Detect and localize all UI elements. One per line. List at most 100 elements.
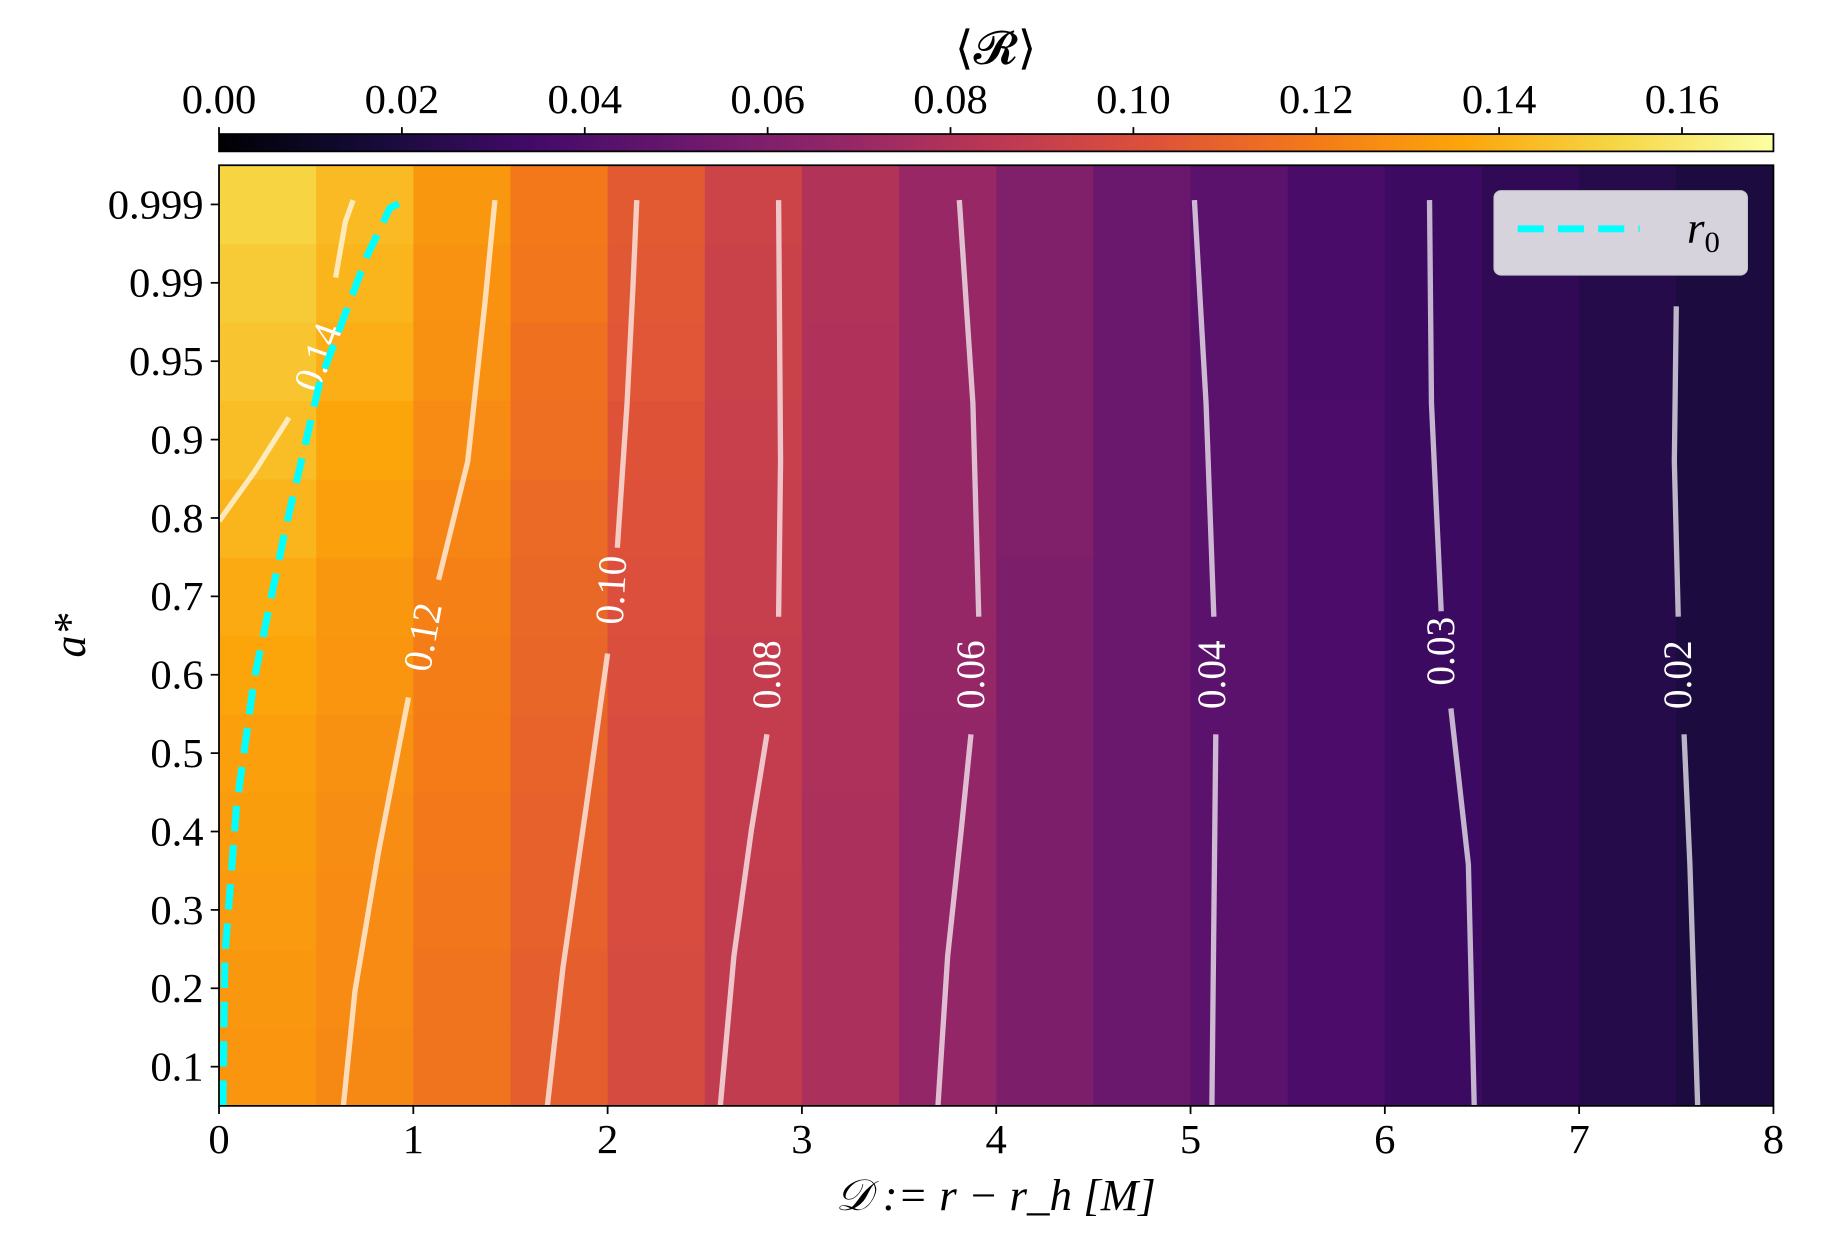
heatmap-cell [801,243,900,323]
heatmap-cell [510,165,609,245]
heatmap-cell [1481,713,1580,794]
heatmap-cell [704,165,803,245]
x-tick-label: 2 [597,1117,618,1163]
x-tick-label: 3 [791,1117,812,1163]
heatmap-cell [219,1027,317,1106]
heatmap-cell [607,635,706,715]
heatmap-cell [510,322,609,402]
colorbar-tick-label: 0.04 [547,77,622,123]
colorbar-tick-label: 0.06 [730,77,805,123]
heatmap-cell [704,635,803,715]
heatmap-cell [413,400,512,480]
heatmap-cell [1190,557,1289,637]
heatmap-cell [1384,1027,1483,1106]
heatmap-cell [899,243,997,323]
heatmap-cell [607,165,706,245]
heatmap-cell [801,557,900,637]
heatmap-cell [219,949,317,1029]
heatmap-cell [801,1027,900,1106]
colorbar-ticks: 0.00 0.02 0.04 0.06 0.08 0.10 0.12 0.14 0.16 [182,77,1719,135]
heatmap-cell [1579,792,1677,872]
y-axis-label: a* [45,613,96,658]
heatmap-cell [704,557,803,637]
legend-box [1493,190,1748,276]
heatmap-cell [607,870,706,950]
contour-label: 0.02 [1656,640,1701,709]
contour-line [1448,708,1477,1106]
heatmap-cell [1676,713,1774,794]
heatmap-cell [996,792,1095,872]
contour-line [614,199,640,548]
heatmap-cell [510,557,609,637]
heatmap-cell [413,243,512,323]
heatmap-cell [316,400,415,480]
contour-line [717,733,770,1106]
heatmap-cell [1093,165,1192,245]
heatmap-cell [1676,322,1774,402]
contour-line [956,199,982,617]
contour-label: 0.06 [949,640,994,709]
colorbar-tick-label: 0.14 [1462,77,1537,123]
heatmap-cell [607,949,706,1029]
heatmap-cell [1481,792,1580,872]
heatmap-cell [1093,322,1192,402]
heatmap-cell [413,949,512,1029]
heatmap-cell [1481,478,1580,558]
heatmap-cell [1190,1027,1289,1106]
x-axis-ticks: 0 1 2 3 4 5 6 7 8 [208,1105,1784,1163]
heatmap-cell [413,792,512,872]
heatmap-cell [1676,1027,1774,1106]
y-tick-label: 0.999 [108,182,204,228]
x-tick-label: 5 [1180,1117,1201,1163]
x-tick-label: 7 [1568,1117,1589,1163]
heatmap-cell [1676,478,1774,558]
heatmap-cell [413,635,512,715]
heatmap-cell [219,165,317,245]
heatmap-cell [1579,400,1677,480]
heatmap-cell [801,870,900,950]
r0-curve [219,197,408,1106]
heatmap-cell [219,243,317,323]
heatmap-cell [1093,1027,1192,1106]
x-tick-label: 6 [1374,1117,1395,1163]
contour-line [544,653,611,1106]
heatmap-cell [1287,870,1386,950]
heatmap-cell [1190,165,1289,245]
heatmap-cell [1384,713,1483,794]
heatmap-cell [1579,949,1677,1029]
heatmap-cell [1481,949,1580,1029]
y-tick-label: 0.2 [150,966,203,1012]
contour-line [219,416,292,523]
y-tick-label: 0.3 [150,887,203,933]
heatmap-cell [316,322,415,402]
heatmap-cell [1384,949,1483,1029]
y-axis-ticks: 0.1 0.2 0.3 0.4 0.5 0.6 0.7 0.8 0.9 0.95 0.99 0.999 [108,182,220,1090]
heatmap-cell [1579,322,1677,402]
heatmap-cell [1287,635,1386,715]
colorbar-tick-label: 0.00 [182,77,257,123]
heatmap-cell [704,478,803,558]
heatmap-cell [704,949,803,1029]
heatmap-cell [801,635,900,715]
heatmap-cell [607,713,706,794]
heatmap-cell [1093,243,1192,323]
heatmap-cell [219,635,317,715]
contour-label: 0.04 [1190,640,1235,709]
heatmap-cell [1676,400,1774,480]
contour-line [340,696,412,1106]
heatmap-cell [1579,478,1677,558]
heatmap-cell [899,322,997,402]
heatmap-cell [1384,243,1483,323]
heatmap-cell [316,949,415,1029]
contour-line [435,199,498,581]
heatmap-cell [413,713,512,794]
heatmap-cell [996,870,1095,950]
heatmap-cell [607,792,706,872]
y-tick-label: 0.6 [150,652,203,698]
heatmap-cell [1287,557,1386,637]
heatmap-cell [607,243,706,323]
heatmap-cell [413,870,512,950]
contour-line [1426,200,1444,612]
x-tick-label: 0 [208,1117,229,1163]
